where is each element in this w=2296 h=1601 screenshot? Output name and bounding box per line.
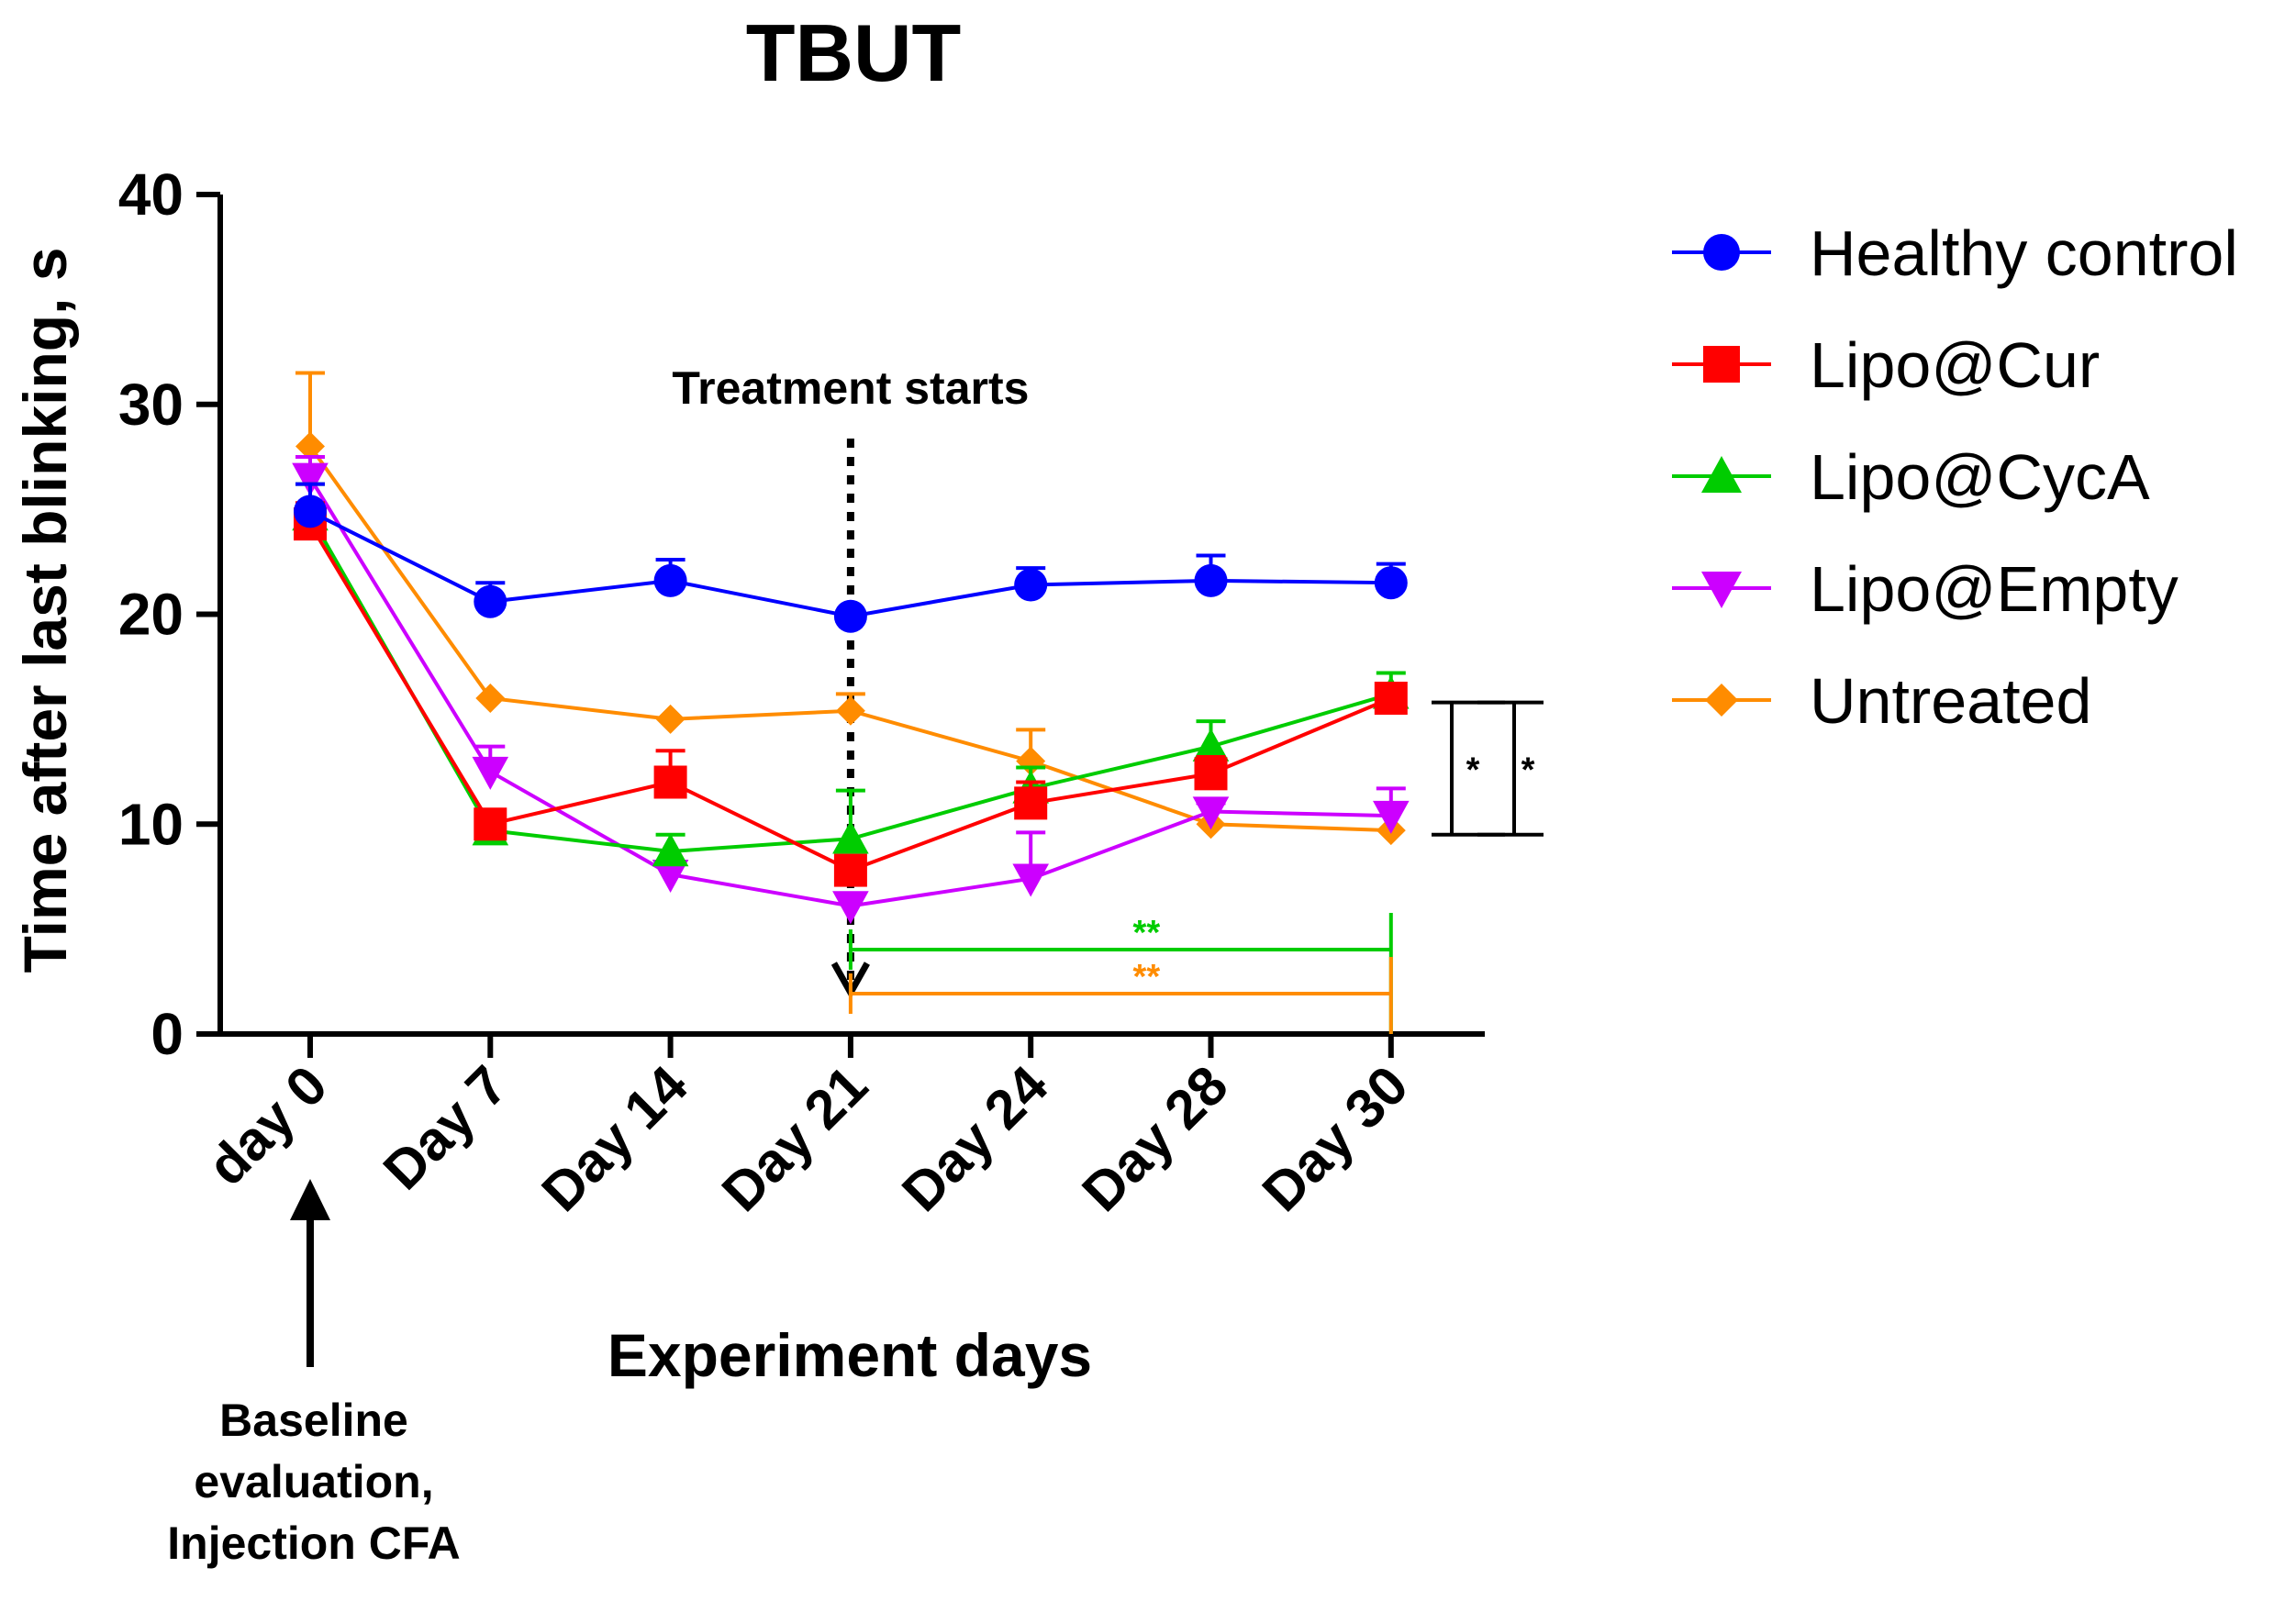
chart-title: TBUT xyxy=(746,7,962,98)
data-point xyxy=(1373,800,1410,834)
y-tick-label: 10 xyxy=(118,791,184,857)
y-tick-label: 20 xyxy=(118,582,184,648)
x-axis-title: Experiment days xyxy=(607,1321,1092,1389)
sig-label-green: ** xyxy=(1133,914,1161,952)
x-tick-label: Day 21 xyxy=(710,1054,879,1223)
sig-label-black: * xyxy=(1521,751,1535,790)
series-healthy-control xyxy=(294,482,1408,633)
legend-label: Lipo@Cur xyxy=(1810,329,2100,401)
data-point xyxy=(655,704,685,734)
legend-item: Lipo@Cur xyxy=(1672,329,2100,401)
x-tick-label: Day 28 xyxy=(1071,1054,1240,1223)
x-tick-label: Day 7 xyxy=(372,1054,519,1202)
legend-item: Untreated xyxy=(1672,665,2091,737)
x-tick-label: Day 24 xyxy=(890,1053,1060,1223)
data-point xyxy=(832,820,869,854)
sig-label-black: * xyxy=(1466,751,1480,790)
data-point xyxy=(652,833,689,867)
data-point xyxy=(832,891,869,925)
series-layer xyxy=(292,371,1410,925)
legend-marker xyxy=(1705,684,1738,717)
data-point xyxy=(292,462,329,496)
legend-label: Healthy control xyxy=(1810,217,2238,289)
data-point xyxy=(1374,566,1408,600)
x-axis-ticks: day 0 Day 7 Day 14 Day 21 Day 24 Day 28 Day 30 xyxy=(195,1034,1420,1223)
data-point xyxy=(835,695,865,726)
data-point xyxy=(1014,786,1048,820)
data-point xyxy=(474,807,507,841)
data-point xyxy=(833,599,867,633)
legend-marker xyxy=(1701,456,1742,493)
data-point xyxy=(294,495,327,528)
y-axis-title: Time after last blinking, s xyxy=(11,247,79,973)
x-tick-label: Day 30 xyxy=(1251,1054,1420,1223)
legend-item: Healthy control xyxy=(1672,217,2238,289)
data-point xyxy=(1194,757,1228,791)
legend-marker xyxy=(1701,572,1742,608)
baseline-note-line: Injection CFA xyxy=(167,1518,460,1569)
legend-marker xyxy=(1703,234,1740,271)
legend-marker xyxy=(1703,346,1740,383)
data-point xyxy=(1192,796,1230,830)
annotations: Treatment starts Baseline evaluation, Injec… xyxy=(167,362,1544,1569)
y-tick-label: 40 xyxy=(118,161,184,228)
legend-label: Lipo@CycA xyxy=(1810,441,2150,513)
data-point xyxy=(652,859,689,893)
y-axis-ticks: 0 10 20 30 40 xyxy=(118,161,220,1067)
x-tick-label: Day 14 xyxy=(530,1053,700,1223)
data-point xyxy=(1014,568,1048,602)
data-point xyxy=(1192,728,1230,762)
series-lipo-cyca xyxy=(292,482,1410,867)
y-tick-label: 0 xyxy=(150,1001,184,1067)
baseline-note-line: Baseline xyxy=(219,1395,408,1446)
x-tick-label: day 0 xyxy=(195,1054,339,1197)
baseline-note-line: evaluation, xyxy=(194,1456,433,1507)
baseline-arrowhead xyxy=(290,1179,330,1220)
data-point xyxy=(472,756,509,790)
legend: Healthy control Lipo@Cur Lipo@CycA Lipo@Emp… xyxy=(1672,217,2238,737)
data-point xyxy=(295,431,325,461)
legend-label: Untreated xyxy=(1810,665,2091,737)
data-point xyxy=(1194,563,1228,597)
series-lipo-empty xyxy=(292,454,1410,925)
data-point xyxy=(833,853,867,887)
data-point xyxy=(653,765,687,799)
legend-item: Lipo@Empty xyxy=(1672,553,2179,625)
y-tick-label: 30 xyxy=(118,372,184,438)
legend-item: Lipo@CycA xyxy=(1672,441,2150,513)
data-point xyxy=(474,584,507,618)
data-point xyxy=(1012,863,1049,897)
data-point xyxy=(653,563,687,597)
sig-label-orange: ** xyxy=(1133,958,1161,996)
data-point xyxy=(475,684,506,713)
data-point xyxy=(1374,682,1408,715)
treatment-starts-label: Treatment starts xyxy=(672,362,1029,414)
legend-label: Lipo@Empty xyxy=(1810,553,2179,625)
